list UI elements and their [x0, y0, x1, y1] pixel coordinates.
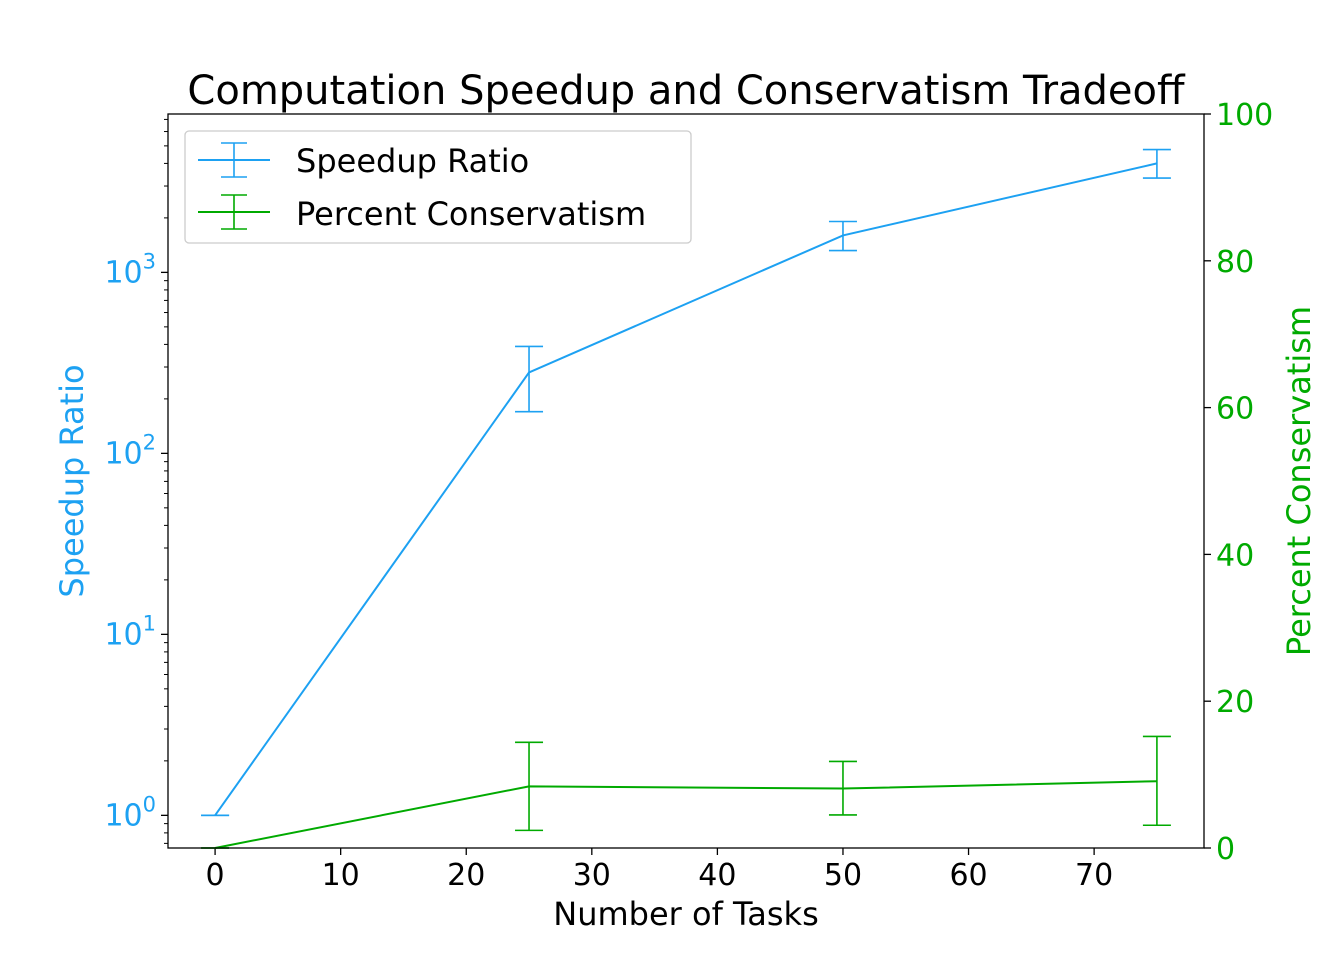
left-tick-base: 10	[104, 255, 142, 290]
x-tick-label: 50	[824, 858, 862, 893]
x-axis-title: Number of Tasks	[553, 895, 818, 933]
legend-swatch-speedup-ratio	[198, 142, 270, 178]
left-tick-exponent: 3	[143, 249, 156, 273]
x-axis-ticks: 0 10 20 30 40 50 60 70	[206, 848, 1113, 893]
left-tick-base: 10	[104, 798, 142, 833]
chart-title: Computation Speedup and Conservatism Tra…	[187, 68, 1186, 114]
series-layer	[201, 148, 1171, 849]
error-bar-percent-conservatism	[515, 741, 544, 832]
right-tick-label: 80	[1216, 245, 1254, 280]
left-tick-label: 102	[104, 430, 156, 471]
right-tick-label: 100	[1216, 98, 1273, 133]
legend-box	[184, 130, 692, 244]
plot-frame	[167, 113, 1205, 849]
right-tick-label: 40	[1216, 538, 1254, 573]
legend-label-percent-conservatism: Percent Conservatism	[296, 195, 646, 233]
left-tick-base: 10	[104, 436, 142, 471]
series-line-percent-conservatism	[214, 780, 1157, 849]
left-tick-base: 10	[104, 617, 142, 652]
left-tick-exponent: 2	[143, 430, 156, 454]
right-tick-label: 60	[1216, 392, 1254, 427]
x-tick-label: 20	[447, 858, 485, 893]
error-bar-speedup-ratio	[828, 220, 857, 252]
x-tick-label: 60	[949, 858, 987, 893]
left-tick-exponent: 1	[143, 611, 156, 635]
legend: Speedup Ratio Percent Conservatism	[184, 130, 692, 244]
x-tick-label: 40	[698, 858, 736, 893]
x-tick-label: 10	[322, 858, 360, 893]
left-tick-label: 101	[104, 611, 156, 652]
error-bar-percent-conservatism	[828, 760, 857, 816]
right-axis-ticks: 0 20 40 60 80 100	[1204, 98, 1273, 867]
left-axis-title: Speedup Ratio	[53, 364, 91, 597]
right-tick-label: 20	[1216, 685, 1254, 720]
x-tick-label: 0	[206, 858, 225, 893]
right-axis-title: Percent Conservatism	[1280, 306, 1318, 656]
error-bar-speedup-ratio	[1142, 148, 1171, 179]
legend-swatches	[198, 142, 270, 230]
left-tick-label: 103	[104, 249, 156, 290]
right-tick-label: 0	[1216, 832, 1235, 867]
error-bar-speedup-ratio	[515, 345, 544, 413]
legend-swatch-percent-conservatism	[198, 194, 270, 230]
error-bar-percent-conservatism	[1142, 735, 1171, 827]
legend-label-speedup-ratio: Speedup Ratio	[296, 142, 529, 180]
x-tick-label: 70	[1075, 858, 1113, 893]
left-tick-exponent: 0	[143, 792, 156, 816]
left-tick-label: 100	[104, 792, 156, 833]
series-line-speedup-ratio	[214, 162, 1158, 816]
x-tick-label: 30	[573, 858, 611, 893]
